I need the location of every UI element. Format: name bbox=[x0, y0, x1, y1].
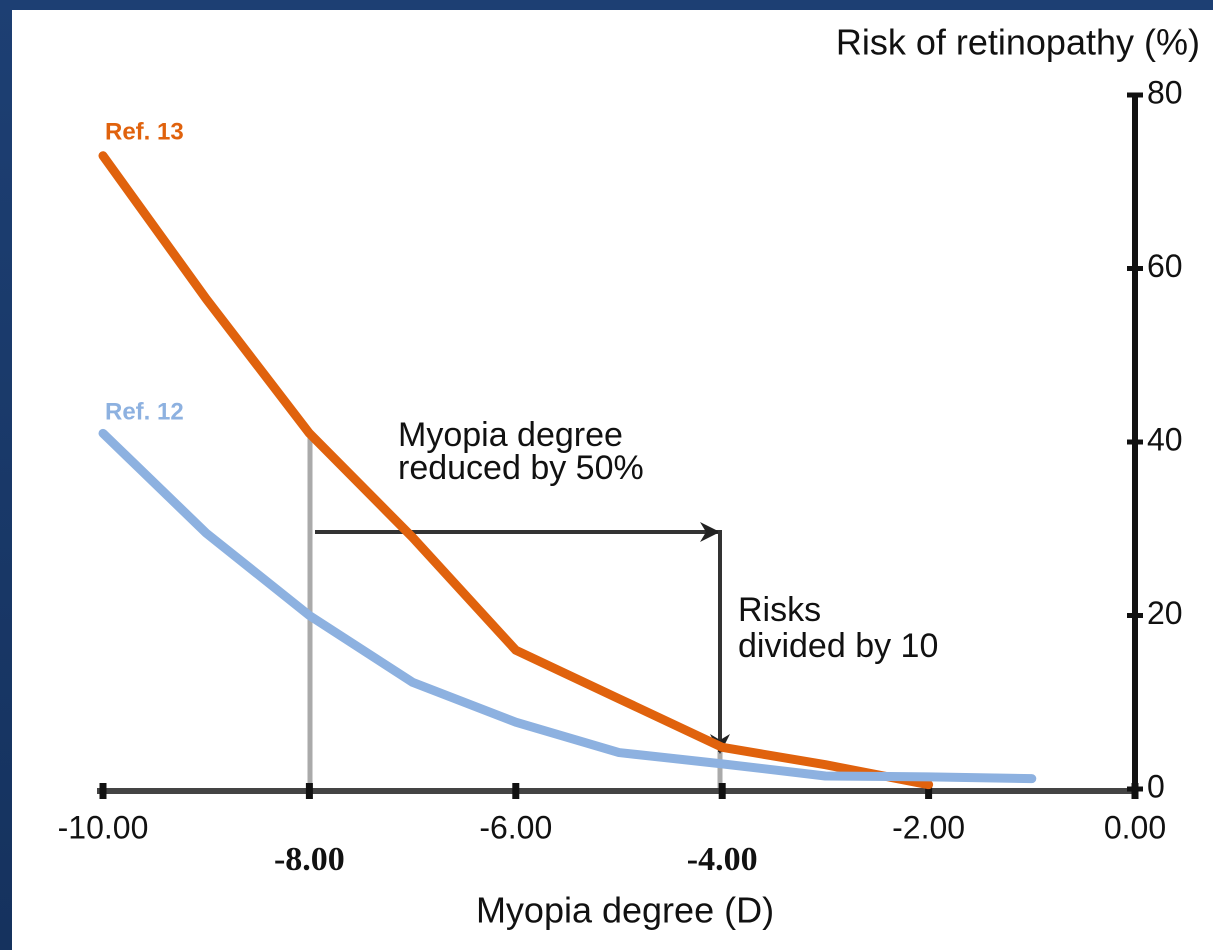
series-line bbox=[98, 428, 1037, 784]
x-axis-title: Myopia degree (D) bbox=[476, 890, 774, 931]
y-tick-label: 80 bbox=[1147, 74, 1183, 110]
annotation: Risks bbox=[738, 591, 821, 629]
annotation: Myopia degree bbox=[398, 416, 623, 454]
x-tick-label: -4.00 bbox=[687, 841, 758, 878]
x-tick-label: -8.00 bbox=[274, 841, 345, 878]
y-tick-label: 40 bbox=[1147, 421, 1183, 457]
annotation: divided by 10 bbox=[738, 627, 938, 665]
x-tick-label: -2.00 bbox=[892, 809, 965, 845]
y-tick-label: 60 bbox=[1147, 248, 1183, 284]
x-tick-label: 0.00 bbox=[1104, 809, 1166, 845]
y-axis-title: Risk of retinopathy (%) bbox=[836, 22, 1200, 63]
series-label: Ref. 13 bbox=[105, 118, 184, 145]
x-tick-label: -6.00 bbox=[479, 809, 552, 845]
series-line bbox=[98, 151, 934, 790]
x-tick-label: -10.00 bbox=[58, 809, 149, 845]
series-label: Ref. 12 bbox=[105, 398, 184, 425]
y-tick-label: 20 bbox=[1147, 595, 1183, 631]
y-tick-label: 0 bbox=[1147, 768, 1165, 804]
annotation: reduced by 50% bbox=[398, 449, 644, 487]
